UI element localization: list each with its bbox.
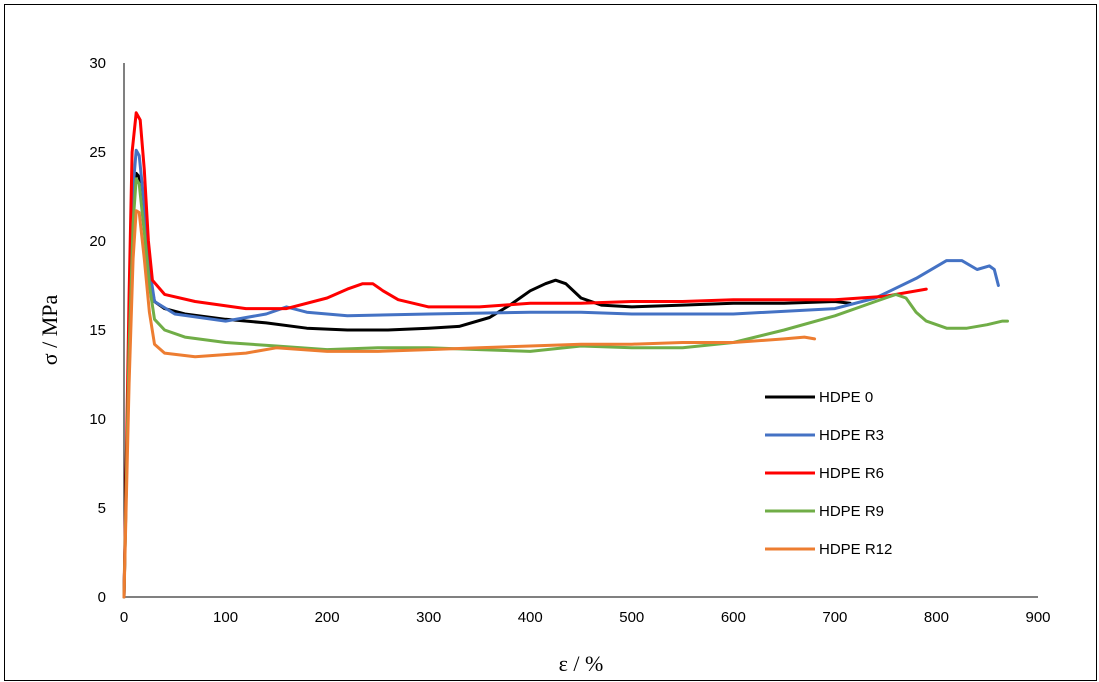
legend-label: HDPE 0 — [819, 389, 873, 406]
y-axis-title: σ / MPa — [37, 295, 62, 366]
x-tick-label: 200 — [315, 609, 340, 626]
series-line-4 — [122, 177, 1009, 599]
x-tick-labels: 0 100 200 300 400 500 600 700 800 900 — [120, 609, 1051, 626]
series-lines — [122, 111, 1009, 599]
series-line-3 — [122, 111, 928, 599]
legend-label: HDPE R3 — [819, 427, 884, 444]
x-tick-label: 600 — [721, 609, 746, 626]
series-line-2 — [122, 148, 1000, 599]
y-tick-label: 15 — [89, 322, 106, 339]
y-tick-label: 0 — [98, 589, 106, 606]
legend: HDPE 0 HDPE R3 HDPE R6 HDPE R9 HDPE R12 — [765, 389, 892, 558]
y-tick-label: 25 — [89, 144, 106, 161]
x-tick-label: 900 — [1025, 609, 1050, 626]
x-axis-title: ε / % — [559, 651, 604, 676]
axes — [123, 63, 1038, 598]
x-tick-label: 400 — [518, 609, 543, 626]
x-tick-label: 500 — [619, 609, 644, 626]
x-tick-label: 800 — [924, 609, 949, 626]
x-tick-label: 300 — [416, 609, 441, 626]
series-line-5 — [122, 209, 817, 599]
legend-label: HDPE R9 — [819, 503, 884, 520]
series-line-1 — [122, 171, 852, 599]
y-tick-label: 30 — [89, 55, 106, 72]
y-tick-label: 10 — [89, 411, 106, 428]
stress-strain-chart: 0 5 10 15 20 25 30 0 100 200 300 400 500 600 700 800 90… — [37, 55, 1051, 676]
y-tick-labels: 0 5 10 15 20 25 30 — [89, 55, 106, 606]
x-tick-label: 100 — [213, 609, 238, 626]
x-tick-label: 0 — [120, 609, 128, 626]
x-tick-label: 700 — [822, 609, 847, 626]
legend-label: HDPE R12 — [819, 541, 892, 558]
legend-label: HDPE R6 — [819, 465, 884, 482]
chart-frame: 0 5 10 15 20 25 30 0 100 200 300 400 500 600 700 800 90… — [4, 4, 1097, 681]
y-tick-label: 5 — [98, 500, 106, 517]
y-tick-label: 20 — [89, 233, 106, 250]
